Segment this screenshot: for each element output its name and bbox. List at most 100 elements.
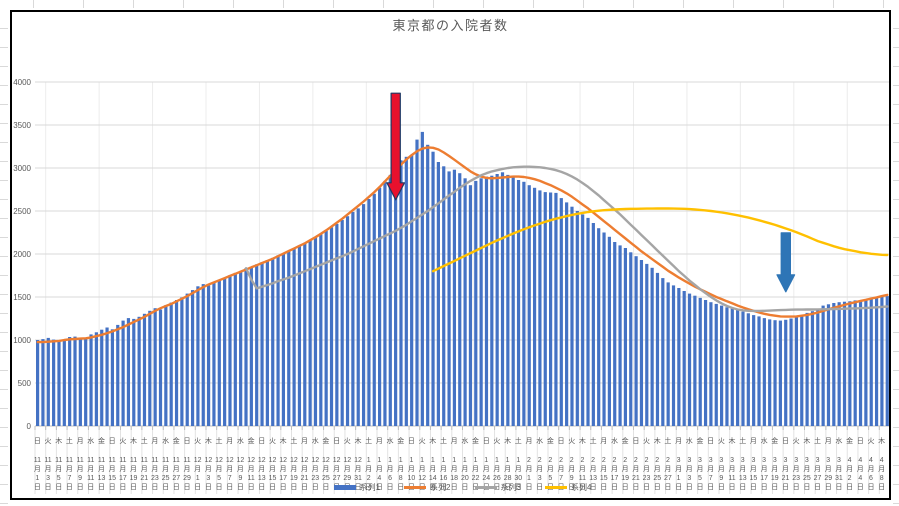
bar <box>805 312 809 426</box>
sheet-gridline <box>233 0 234 8</box>
x-tick-text: 月 <box>717 466 725 473</box>
x-tick-label: 水 12 月 23 日 <box>310 437 321 492</box>
legend-swatch-line <box>404 486 427 489</box>
x-tick-text: 12 <box>311 457 320 464</box>
sheet-gridline <box>0 465 8 466</box>
x-tick-text: 日 <box>578 484 586 491</box>
x-tick-text: 25 <box>802 475 811 482</box>
bar <box>586 217 590 426</box>
x-tick-text: 月 <box>835 466 843 473</box>
x-tick-text: 月 <box>632 466 640 473</box>
x-tick-text: 月 <box>301 466 309 473</box>
bar <box>661 278 665 426</box>
sheet-gridline <box>893 47 899 48</box>
bar <box>527 185 531 426</box>
y-tick-label: 500 <box>17 378 31 388</box>
x-tick-text: 3 <box>537 475 542 482</box>
bar <box>655 272 660 426</box>
legend-item-series3[interactable]: 系列3 <box>474 482 521 493</box>
x-tick-text: 4 <box>869 457 873 464</box>
bar <box>484 176 489 426</box>
sheet-gridline <box>0 180 8 181</box>
x-tick-text: 3 <box>730 457 734 464</box>
bar <box>100 329 104 426</box>
x-tick-label: 火 3 月 23 日 <box>791 437 802 492</box>
y-tick-label: 2500 <box>13 206 31 216</box>
sheet-gridline <box>433 0 434 8</box>
x-tick-text: 月 <box>268 466 276 473</box>
bar <box>132 318 136 426</box>
x-tick-text: 月 <box>760 466 768 473</box>
bar <box>842 301 847 426</box>
x-tick-text: 1 <box>195 475 200 482</box>
x-tick-text: 2 <box>580 457 585 464</box>
bar <box>78 338 82 426</box>
x-tick-label: 月 3 月 29 日 <box>823 437 834 492</box>
x-tick-text: 月 <box>696 466 704 473</box>
x-tick-label: 水 2 月 17 日 <box>609 437 620 492</box>
bar <box>420 131 424 426</box>
x-tick-text: 11 <box>183 457 191 464</box>
bar <box>255 264 259 426</box>
legend-item-series2[interactable]: 系列2 <box>404 482 451 493</box>
bar <box>602 232 606 426</box>
bar <box>677 288 681 426</box>
red-arrow[interactable] <box>386 92 406 201</box>
legend-item-series1[interactable]: 系列1 <box>333 482 380 493</box>
x-tick-label: 火 12 月 1 日 <box>192 437 203 492</box>
x-tick-text: 金 <box>472 438 480 445</box>
x-tick-label: 金 12 月 25 日 <box>321 437 332 492</box>
x-tick-text: 日 <box>247 484 255 491</box>
x-tick-text: 月 <box>514 466 522 473</box>
bar <box>794 316 799 426</box>
x-tick-text: 月 <box>354 466 362 473</box>
x-tick-text: 日 <box>781 484 789 491</box>
sheet-gridline <box>893 142 899 143</box>
x-tick-text: 19 <box>129 475 138 482</box>
x-tick-label: 火 2 月 9 日 <box>566 437 577 492</box>
legend-item-series4[interactable]: 系列4 <box>544 482 591 493</box>
x-tick-text: 月 <box>333 466 341 473</box>
x-tick-text: 月 <box>739 466 747 473</box>
x-tick-text: 日 <box>846 484 854 491</box>
bar <box>474 180 478 426</box>
x-tick-label: 火 1 月 26 日 <box>492 437 503 492</box>
x-tick-text: 月 <box>429 466 437 473</box>
x-tick-text: 日 <box>867 484 875 491</box>
sheet-gridline <box>883 0 884 8</box>
y-tick-label: 3500 <box>13 120 31 130</box>
x-tick-text: 月 <box>707 466 715 473</box>
x-tick-text: 2 <box>548 457 553 464</box>
x-tick-label: 木 2 月 25 日 <box>652 437 663 492</box>
x-tick-label: 日 3 月 21 日 <box>780 437 791 492</box>
blue-arrow[interactable] <box>776 232 796 293</box>
bar <box>789 318 793 426</box>
chart[interactable]: 東京都の入院者数 0 500 1000 1500 2000 2500 3000 3500 400… <box>10 10 891 500</box>
bar <box>426 144 430 427</box>
bar <box>180 297 184 426</box>
x-tick-text: 月 <box>87 466 95 473</box>
series-line-4 <box>431 207 889 273</box>
bar <box>757 316 761 426</box>
bar <box>864 299 868 426</box>
x-tick-label: 土 2 月 13 日 <box>588 437 599 492</box>
bar <box>714 303 718 426</box>
bar <box>116 324 120 426</box>
bar <box>490 175 494 426</box>
x-tick-text: 24 <box>482 475 491 482</box>
x-tick-text: 月 <box>824 438 832 445</box>
x-tick-text: 火 <box>418 438 426 445</box>
x-tick-label: 水 3 月 31 日 <box>834 437 845 492</box>
bar <box>821 305 825 426</box>
x-tick-text: 8 <box>398 475 403 482</box>
x-tick-text: 日 <box>375 484 383 491</box>
x-tick-text: 日 <box>268 484 276 491</box>
x-tick-text: 月 <box>824 466 832 473</box>
x-tick-text: 13 <box>738 475 747 482</box>
x-tick-text: 日 <box>685 484 693 491</box>
sheet-gridline <box>0 142 8 143</box>
x-tick-text: 9 <box>719 475 724 482</box>
x-tick-text: 日 <box>739 484 747 491</box>
bar <box>500 172 505 426</box>
x-tick-text: 月 <box>162 466 170 473</box>
